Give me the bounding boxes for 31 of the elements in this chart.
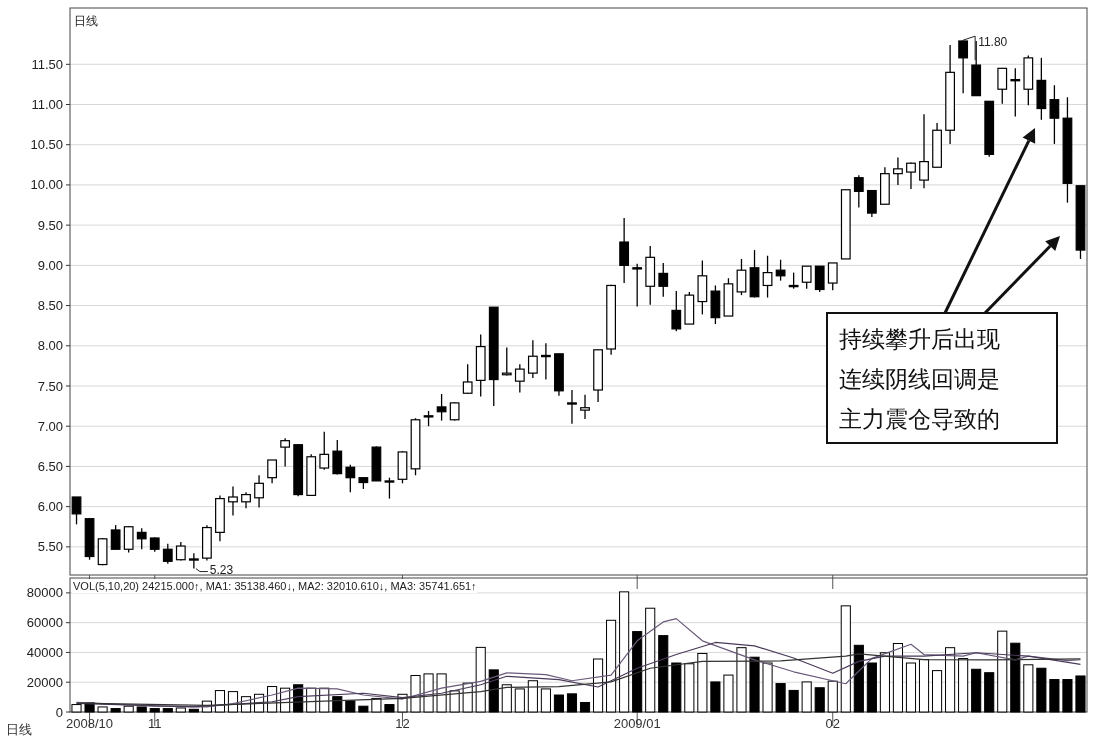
annotation: 连续阴线回调是 bbox=[839, 366, 1000, 392]
y-tick-label: 20000 bbox=[26, 674, 63, 690]
chart-title: VOL(5,10,20) 24215.000↑, MA1: 35138.460↓, MA2: 32010.610↓, MA3: 35741.651↑ bbox=[73, 580, 477, 592]
y-tick-label: 6.50 bbox=[37, 458, 63, 474]
y-tick-label: 40000 bbox=[26, 644, 63, 660]
y-tick-label: 10.50 bbox=[30, 137, 63, 153]
x-tick-label: 02 bbox=[825, 716, 840, 731]
annotation: 主力震仓导致的 bbox=[839, 406, 1000, 432]
y-tick-label: 11.00 bbox=[31, 97, 63, 113]
y-tick-label: 8.00 bbox=[37, 338, 63, 354]
x-tick-label: 2009/01 bbox=[613, 716, 661, 731]
y-tick-label: 10.00 bbox=[30, 177, 63, 193]
y-tick-label: 11.50 bbox=[31, 56, 63, 72]
annotation: 5.23 bbox=[209, 562, 234, 577]
annotation: 11.80 bbox=[978, 35, 1008, 50]
y-tick-label: 7.00 bbox=[37, 418, 63, 434]
y-tick-label: 60000 bbox=[26, 615, 63, 631]
y-tick-label: 7.50 bbox=[37, 378, 63, 394]
y-tick-label: 8.50 bbox=[37, 298, 63, 314]
y-tick-label: 9.00 bbox=[37, 257, 63, 273]
x-tick-label: 12 bbox=[395, 716, 410, 731]
y-tick-label: 80000 bbox=[26, 585, 63, 601]
y-tick-label: 9.50 bbox=[37, 217, 63, 233]
y-tick-label: 0 bbox=[55, 704, 63, 720]
x-tick-label: 2008/10 bbox=[66, 716, 114, 731]
y-tick-label: 6.00 bbox=[37, 499, 63, 515]
annotation: 持续攀升后出现 bbox=[839, 326, 1000, 352]
text: 日线 bbox=[74, 14, 98, 28]
x-tick-label: 11 bbox=[148, 716, 162, 731]
text: 日线 bbox=[6, 722, 32, 737]
y-tick-label: 5.50 bbox=[37, 539, 63, 555]
